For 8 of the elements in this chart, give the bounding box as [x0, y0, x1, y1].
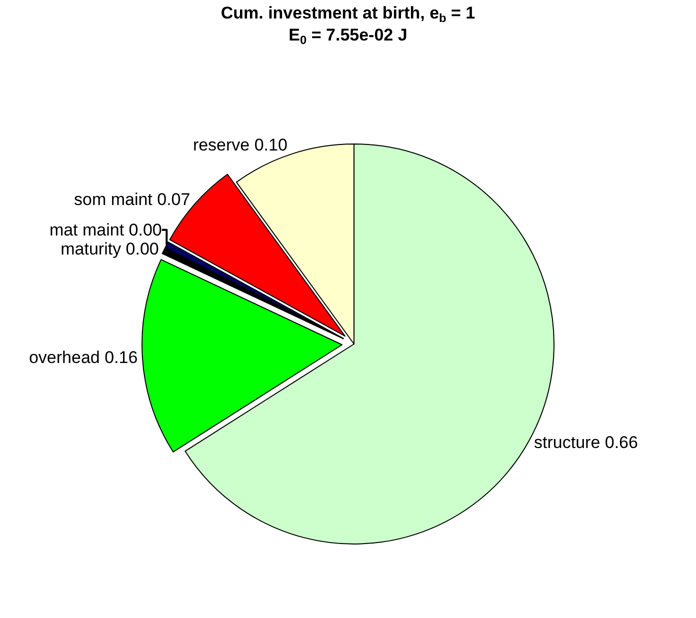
- chart-subtitle: E$_{0}$ = 7.55e-02 J: [288, 26, 408, 48]
- slice-label: overhead 0.16: [28, 348, 138, 367]
- slice-label: reserve 0.10: [192, 136, 288, 155]
- slice-label: structure 0.66: [534, 433, 638, 452]
- slice-label: mat maint 0.00: [49, 220, 162, 240]
- chart-title: Cum. investment at birth, e$_{b}$ = 1: [220, 4, 476, 26]
- slice-label: maturity 0.00: [60, 239, 159, 258]
- slice-label: som maint 0.07: [74, 190, 190, 210]
